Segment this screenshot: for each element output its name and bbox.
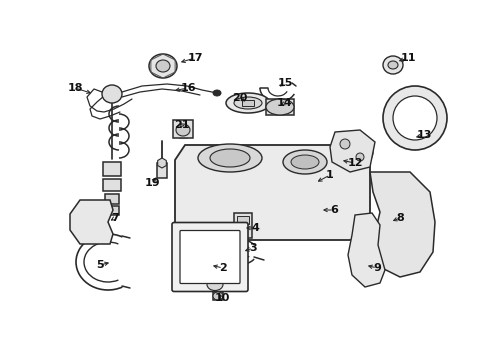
Text: 3: 3: [249, 243, 256, 253]
Text: 13: 13: [415, 130, 431, 140]
Text: 6: 6: [329, 205, 337, 215]
Polygon shape: [329, 130, 374, 172]
Text: 2: 2: [219, 263, 226, 273]
Polygon shape: [175, 145, 369, 240]
Ellipse shape: [290, 155, 318, 169]
Text: 20: 20: [232, 93, 247, 103]
Text: 14: 14: [277, 98, 292, 108]
Ellipse shape: [102, 85, 122, 103]
Bar: [265, 99, 293, 115]
Ellipse shape: [156, 60, 170, 72]
Bar: [242, 100, 253, 106]
FancyBboxPatch shape: [180, 230, 240, 284]
Bar: [237, 216, 248, 224]
Bar: [105, 206, 119, 215]
Polygon shape: [369, 172, 434, 277]
Bar: [103, 179, 121, 191]
Ellipse shape: [198, 144, 262, 172]
Polygon shape: [70, 200, 113, 244]
Bar: [105, 194, 119, 204]
Ellipse shape: [283, 150, 326, 174]
Ellipse shape: [382, 56, 402, 74]
Polygon shape: [157, 158, 166, 168]
Ellipse shape: [392, 96, 436, 140]
Text: 10: 10: [214, 293, 229, 303]
Bar: [173, 120, 193, 138]
Text: 15: 15: [277, 78, 292, 88]
Text: 8: 8: [395, 213, 403, 223]
Ellipse shape: [176, 124, 190, 136]
Ellipse shape: [234, 97, 262, 109]
Bar: [157, 163, 167, 178]
Ellipse shape: [382, 86, 446, 150]
Bar: [213, 292, 223, 300]
Text: 21: 21: [174, 120, 189, 130]
Text: 4: 4: [250, 223, 259, 233]
Text: 9: 9: [372, 263, 380, 273]
Text: 7: 7: [111, 213, 119, 223]
Text: 12: 12: [346, 158, 362, 168]
Ellipse shape: [213, 90, 221, 96]
Text: 11: 11: [400, 53, 415, 63]
Bar: [103, 162, 121, 176]
Polygon shape: [347, 213, 384, 287]
Ellipse shape: [209, 149, 249, 167]
Ellipse shape: [265, 99, 293, 115]
Text: 18: 18: [67, 83, 82, 93]
Text: 5: 5: [96, 260, 103, 270]
FancyBboxPatch shape: [172, 222, 247, 292]
Ellipse shape: [225, 93, 269, 113]
Ellipse shape: [213, 292, 223, 300]
Text: 1: 1: [325, 170, 333, 180]
Ellipse shape: [355, 153, 363, 161]
Bar: [234, 213, 251, 238]
Ellipse shape: [206, 279, 223, 291]
Ellipse shape: [149, 54, 177, 78]
Text: 17: 17: [187, 53, 203, 63]
Text: 16: 16: [180, 83, 195, 93]
Text: 19: 19: [144, 178, 160, 188]
Ellipse shape: [387, 61, 397, 69]
Ellipse shape: [339, 139, 349, 149]
